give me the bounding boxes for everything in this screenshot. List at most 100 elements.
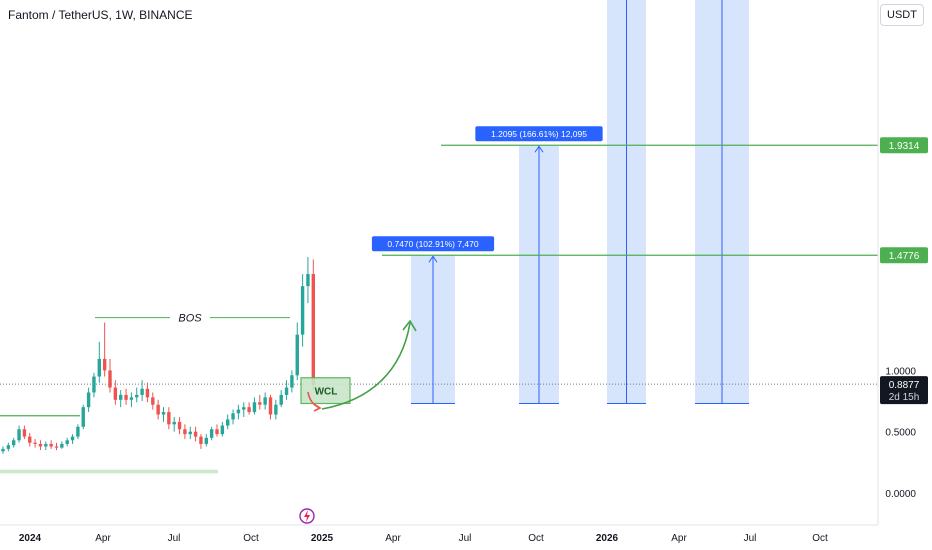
candle-body [145,388,150,398]
candle-body [242,407,246,410]
candle-body [226,419,230,426]
candle-body [97,358,101,377]
projection-curve-arrow-head [402,319,417,332]
candle-body [252,402,257,413]
projection-label-bg [371,236,495,252]
candle-body [167,412,171,425]
candle-body [28,436,32,443]
candle-body [102,358,107,371]
candle-body [65,440,69,444]
candle-body [86,392,91,408]
candle-body [204,437,208,444]
candle-body [193,431,198,437]
level-tag-bg [880,137,928,154]
candle-body [140,388,144,395]
candle-body [92,376,96,393]
projection-label: 1.2095 (166.61%) 12,095 [491,129,587,139]
candle-body [38,443,43,447]
projection-ranges: 0.7470 (102.91%) 7,470 1.2095 (166.61%) 1… [371,0,749,405]
time-axis: 2024 Apr Jul Oct 2025 Apr Jul Oct 2026 Apr Jul Oct [0,524,878,544]
candle-body [1,448,5,452]
x-tick-label: Apr [385,533,401,544]
candle-body [60,443,64,448]
candle-body [161,412,166,415]
support-zone-rect [0,469,218,474]
candle-body [12,440,16,446]
projection-label: 0.7470 (102.91%) 7,470 [387,239,478,249]
current-price-value: 0.8877 [889,380,920,391]
candle-body [177,421,182,430]
bos-label: BOS [178,313,202,325]
candle-body [295,334,299,376]
candle-body [279,394,283,405]
candle-body [151,397,155,405]
candle-body [199,436,203,444]
support-zone [0,469,218,474]
lightning-icon [299,508,315,524]
x-tick-label: 2024 [19,533,42,544]
candle-body [17,429,21,441]
x-tick-label: Oct [528,533,544,544]
projection-arrow-head [428,255,438,263]
candle-body [284,387,289,395]
y-tick-label: 0.0000 [885,489,916,500]
currency-button[interactable]: USDT [880,4,924,26]
x-tick-label: Apr [95,533,111,544]
candle-body [209,429,214,438]
projection-label-bg [475,126,603,142]
wcl-label: WCL [315,387,338,398]
candle-body [76,426,80,437]
candle-body [119,394,123,400]
candle-body [215,429,219,435]
candle-body [70,436,75,441]
candle-body [247,407,251,413]
candle-body [129,397,134,400]
level-tag-bg [880,247,928,264]
candle-body [172,421,176,425]
candle-body [49,443,53,447]
candle-body [263,397,267,405]
x-tick-label: Jul [459,533,472,544]
candle-body [33,442,37,444]
y-tick-label: 1.0000 [885,366,916,377]
x-tick-label: Oct [243,533,259,544]
candle-body [188,431,192,435]
candle-body [156,404,160,415]
candle-body [183,429,187,435]
candle-body [22,429,27,437]
x-tick-label: Apr [671,533,687,544]
candle-body [268,397,273,415]
x-tick-label: Jul [168,533,181,544]
drop-arrow-head [313,403,322,412]
candle-body [311,274,315,386]
candle-body [231,413,235,420]
y-tick-label: 0.5000 [885,428,916,439]
candle-body [113,387,118,400]
candle-body [290,375,294,388]
candle-body [135,394,139,398]
current-price-tag-bg [880,376,928,405]
chart-title: Fantom / TetherUS, 1W, BINANCE [8,8,193,22]
candle-body [54,446,59,448]
projection-arrow-head [534,145,544,153]
candle-body [220,425,225,435]
candles [1,257,315,454]
candle-body [44,443,48,447]
candle-body [81,407,85,427]
projection-curve-arrow [321,322,411,410]
level-lines [0,144,878,417]
candle-body [236,409,241,414]
x-tick-label: Jul [744,533,757,544]
candle-body [124,394,128,400]
current-price-countdown: 2d 15h [889,392,920,403]
wcl-zone-rect [300,377,351,405]
annotations: BOS WCL [95,313,417,524]
x-tick-label: 2026 [596,533,619,544]
x-tick-label: Oct [812,533,828,544]
candle-body [108,370,112,388]
candle-body [6,445,11,449]
lightning-icon-bolt [304,510,310,522]
level-tag-label: 1.9314 [889,141,920,152]
price-axis: 0.00000.50001.00002.50003.00001.47761.93… [877,0,928,525]
